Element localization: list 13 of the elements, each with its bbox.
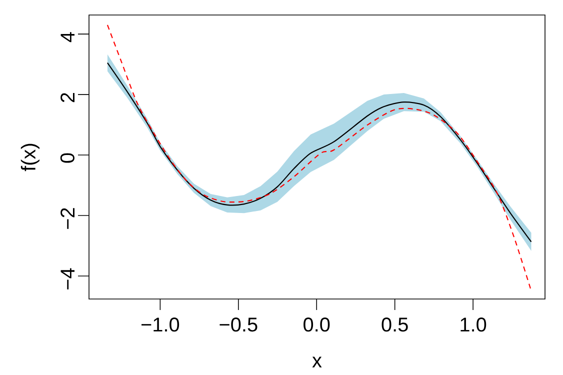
y-tick-label: −2 [60,208,74,229]
x-tick-label: −1.0 [141,318,180,332]
y-tick-label: −4 [60,268,74,290]
x-tick-label: 0.5 [382,318,408,332]
x-tick-label: −0.5 [220,318,258,332]
y-axis-title: f(x) [20,144,40,172]
y-tick-label: 4 [60,32,74,42]
y-tick-label: 0 [60,153,74,163]
x-tick-label: 1.0 [460,318,486,332]
y-tick-label: 2 [60,93,74,102]
x-axis-title: x [312,356,322,368]
x-tick-label: 0.0 [304,318,330,332]
line-series [106,24,532,289]
